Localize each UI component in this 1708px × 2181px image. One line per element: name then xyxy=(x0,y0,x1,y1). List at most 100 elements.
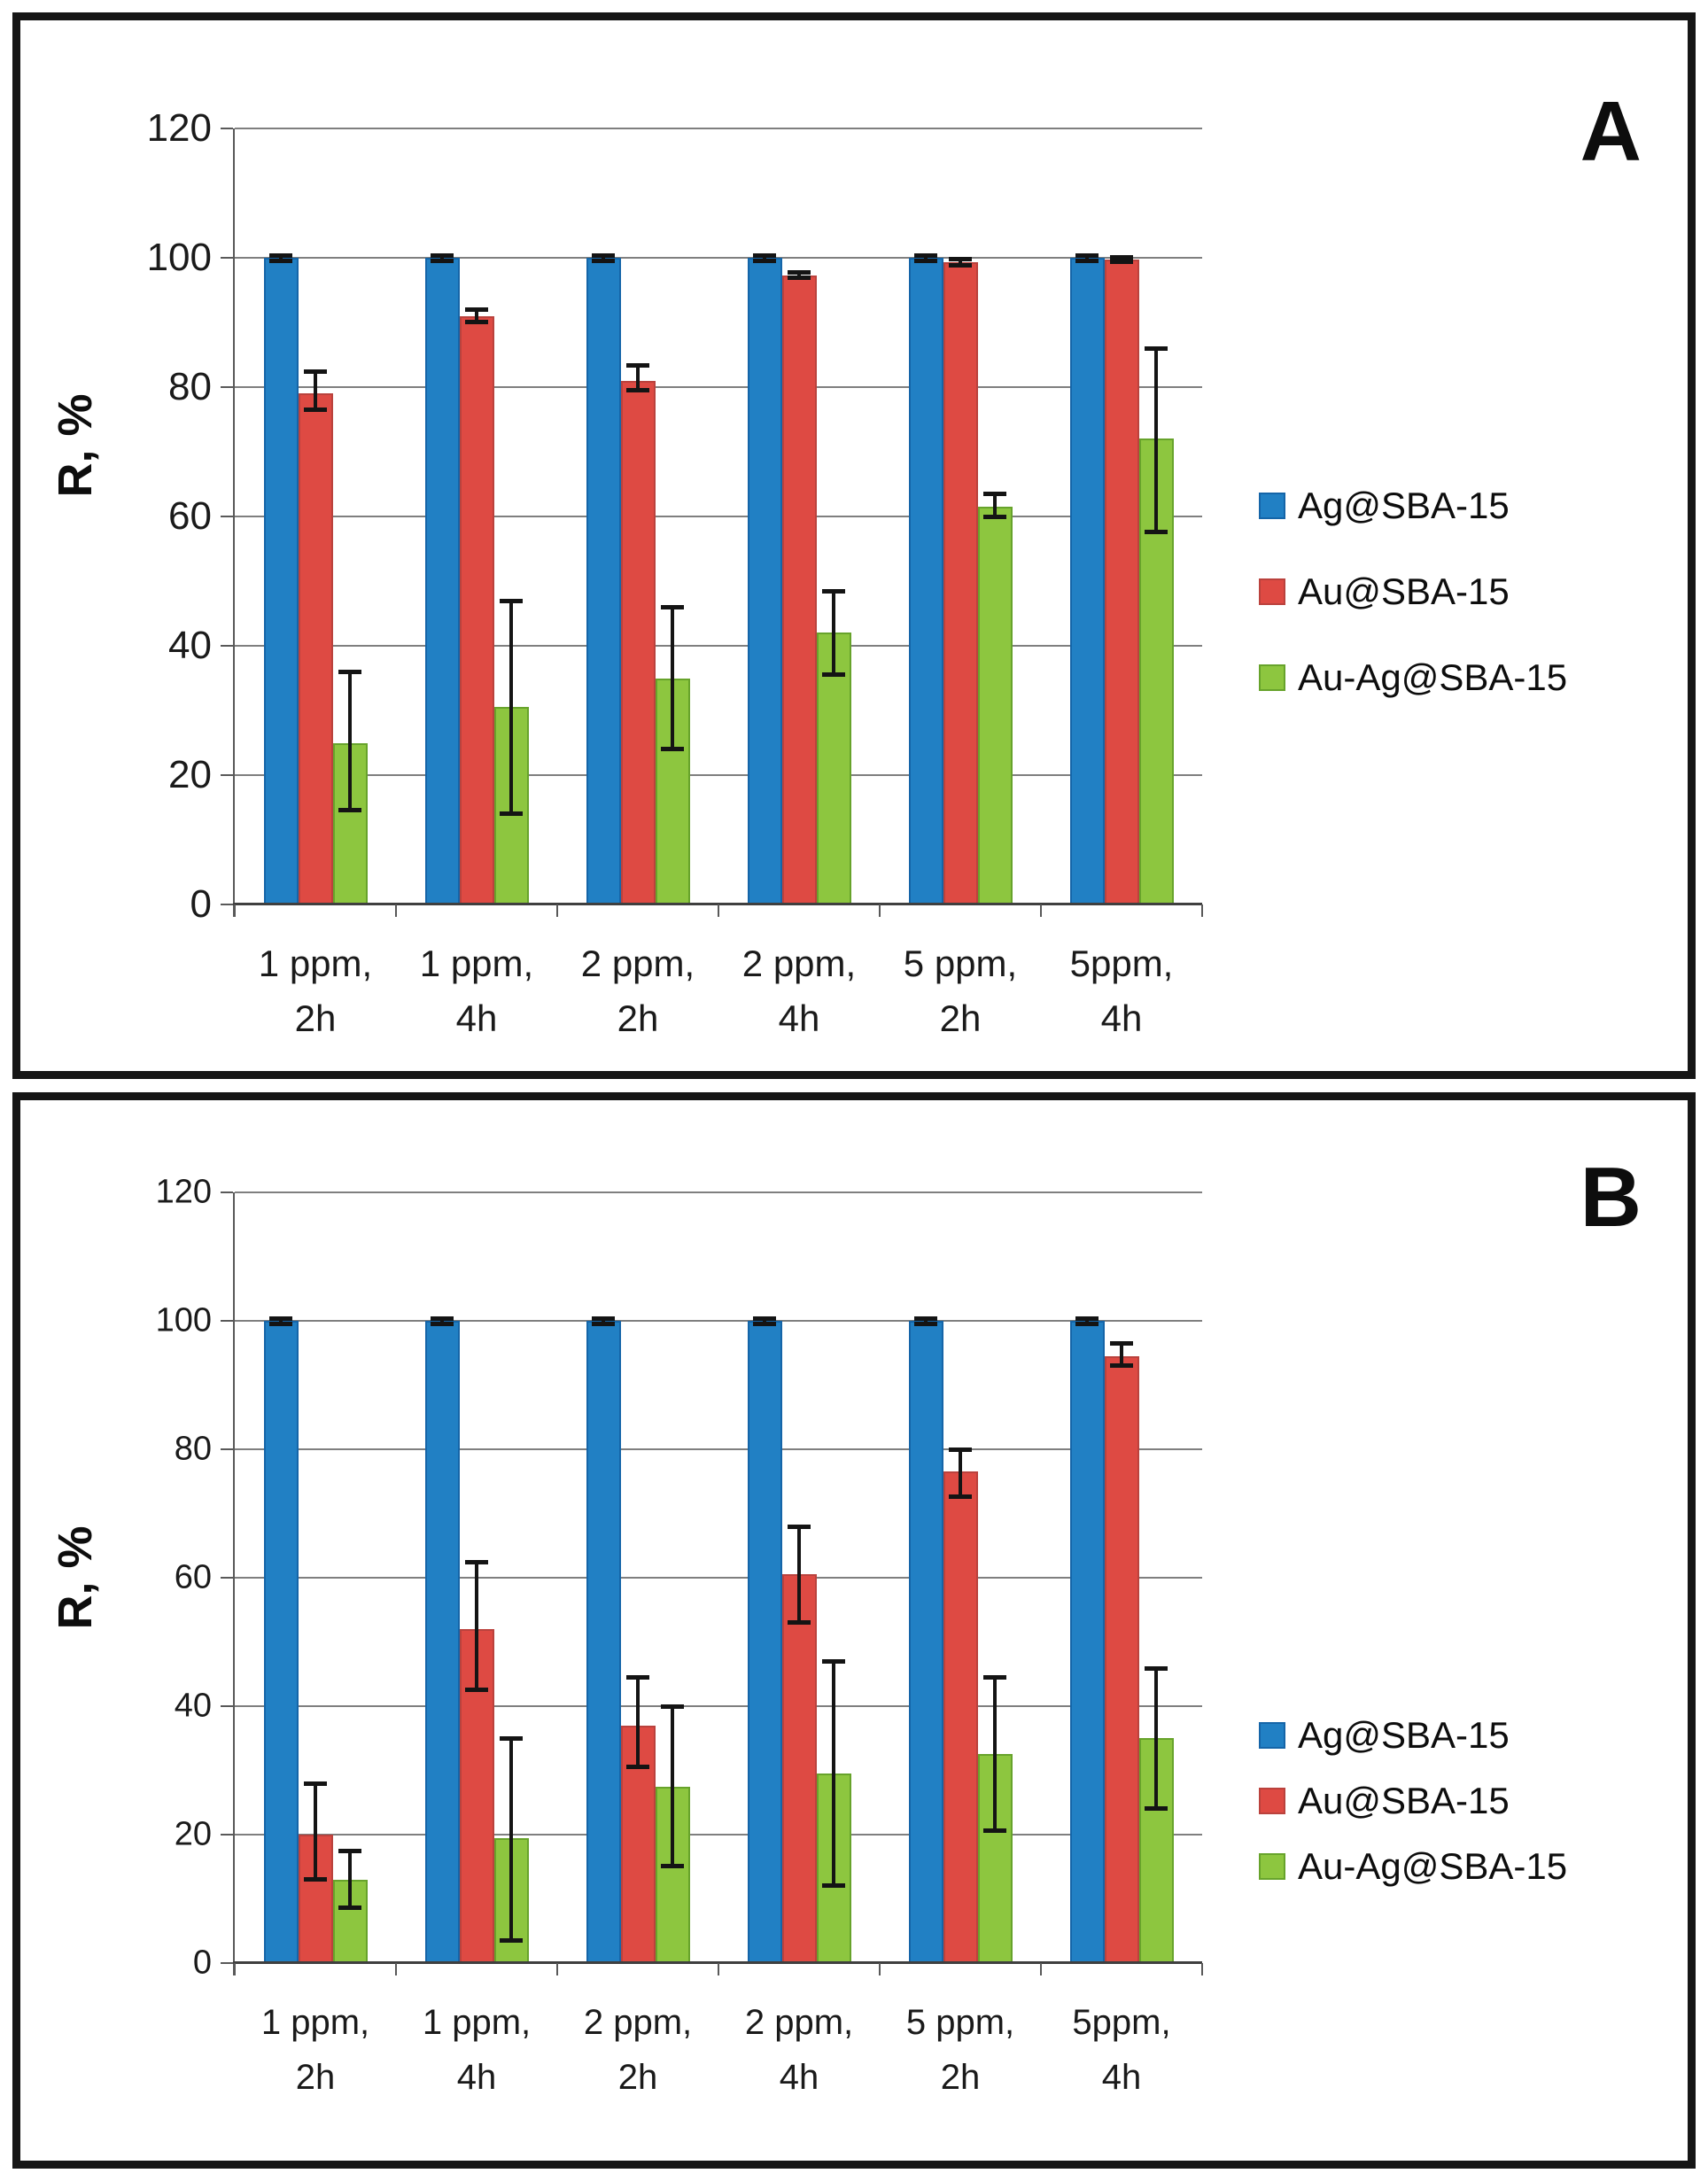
legend-swatch xyxy=(1259,1853,1285,1880)
bar-Au@SBA-15-5 ppm, 2h xyxy=(943,262,978,904)
error-bar xyxy=(1120,1343,1123,1366)
legend-item-Au-Ag@SBA-15: Au-Ag@SBA-15 xyxy=(1259,634,1567,720)
x-category-line1: 1 ppm, xyxy=(258,943,373,984)
error-bar-cap-bottom xyxy=(1145,1806,1168,1811)
error-bar-cap-bottom xyxy=(983,1828,1006,1834)
y-axis-line xyxy=(233,128,235,917)
x-category-label: 1 ppm, 2h xyxy=(235,936,396,1046)
error-bar-cap-bottom xyxy=(465,320,488,324)
panel-a-letter: A xyxy=(1580,84,1642,179)
error-bar-cap-top xyxy=(431,1316,454,1322)
y-tick-label: 0 xyxy=(190,882,212,926)
legend-swatch xyxy=(1259,664,1285,691)
error-bar-cap-bottom xyxy=(269,1321,292,1326)
y-tick-label: 20 xyxy=(168,753,212,796)
error-bar-cap-top xyxy=(822,588,845,594)
error-bar-cap-bottom xyxy=(983,515,1006,520)
error-bar-cap-top xyxy=(788,270,811,276)
error-bar-cap-top xyxy=(465,1559,488,1564)
y-tick-label: 100 xyxy=(155,1301,212,1339)
panel-b-letter: B xyxy=(1580,1150,1642,1245)
error-bar xyxy=(475,1561,478,1690)
error-bar-cap-top xyxy=(304,1781,327,1786)
legend-item-Au-Ag@SBA-15: Au-Ag@SBA-15 xyxy=(1259,1834,1567,1899)
legend-item-Ag@SBA-15: Ag@SBA-15 xyxy=(1259,1703,1567,1768)
error-bar xyxy=(509,600,513,814)
y-tick-label: 80 xyxy=(174,1430,212,1468)
error-bar xyxy=(314,370,317,410)
error-bar xyxy=(602,1318,605,1324)
x-tick xyxy=(879,1963,881,1975)
error-bar xyxy=(279,1318,283,1324)
error-bar-cap-bottom xyxy=(788,276,811,281)
x-category-line1: 2 ppm, xyxy=(580,943,695,984)
y-tick xyxy=(221,774,233,776)
error-bar xyxy=(1085,255,1089,261)
gridline-80 xyxy=(235,386,1202,388)
error-bar xyxy=(832,590,835,675)
bar-Au@SBA-15-5ppm, 4h xyxy=(1104,260,1139,904)
error-bar xyxy=(797,1526,801,1623)
x-category-line2: 2h xyxy=(295,2058,336,2097)
error-bar-cap-bottom xyxy=(626,388,649,393)
y-tick-label: 40 xyxy=(168,624,212,667)
x-category-line2: 4h xyxy=(456,2058,497,2097)
legend-item-Ag@SBA-15: Ag@SBA-15 xyxy=(1259,462,1567,548)
error-bar-cap-bottom xyxy=(949,263,972,268)
x-category-label: 5 ppm, 2h xyxy=(880,1995,1041,2105)
gridline-40 xyxy=(235,645,1202,647)
error-bar-cap-bottom xyxy=(914,1321,937,1326)
error-bar-cap-bottom xyxy=(500,1937,523,1943)
bar-Au@SBA-15-1 ppm, 2h xyxy=(298,393,333,904)
x-axis-labels: 1 ppm, 2h 1 ppm, 4h 2 ppm, 2h 2 ppm, 4h 5 ppm, 2h… xyxy=(235,936,1202,1046)
error-bar-cap-bottom xyxy=(465,1687,488,1692)
error-bar-cap-top xyxy=(914,253,937,259)
error-bar xyxy=(1154,348,1158,533)
gridline-20 xyxy=(235,774,1202,776)
x-category-line2: 4h xyxy=(1101,2058,1142,2097)
x-category-label: 2 ppm, 4h xyxy=(718,936,880,1046)
x-category-line2: 2h xyxy=(940,2058,981,2097)
error-bar-cap-top xyxy=(592,253,615,259)
error-bar-cap-bottom xyxy=(661,1864,684,1869)
gridline-120 xyxy=(235,1191,1202,1193)
error-bar-cap-bottom xyxy=(431,1321,454,1326)
error-bar xyxy=(993,493,997,518)
error-bar-cap-bottom xyxy=(822,1883,845,1888)
y-tick xyxy=(221,1577,233,1579)
error-bar-cap-top xyxy=(661,1704,684,1709)
y-tick-label: 60 xyxy=(174,1558,212,1596)
x-category-line1: 1 ppm, xyxy=(419,943,534,984)
x-category-line2: 4h xyxy=(455,997,498,1039)
x-category-line2: 4h xyxy=(778,997,820,1039)
error-bar xyxy=(636,365,640,392)
error-bar xyxy=(959,258,962,267)
plot-area: 0 20 40 60 80 100 120 xyxy=(147,106,1203,926)
y-tick xyxy=(221,386,233,388)
error-bar-cap-top xyxy=(1145,346,1168,352)
y-tick xyxy=(221,516,233,517)
bar-Au@SBA-15-1 ppm, 4h xyxy=(459,315,494,904)
y-tick-label: 40 xyxy=(174,1687,212,1725)
y-tick-label: 60 xyxy=(168,494,212,538)
error-bar-cap-bottom xyxy=(949,1494,972,1500)
legend-item-Au@SBA-15: Au@SBA-15 xyxy=(1259,1768,1567,1834)
legend-swatch xyxy=(1259,578,1285,605)
y-tick-label: 20 xyxy=(174,1815,212,1853)
legend-item-Au@SBA-15: Au@SBA-15 xyxy=(1259,548,1567,634)
error-bar xyxy=(959,1449,962,1498)
y-tick-label: 80 xyxy=(168,365,212,408)
x-category-label: 2 ppm, 4h xyxy=(718,1995,880,2105)
x-category-line1: 2 ppm, xyxy=(744,2003,854,2042)
x-category-line2: 2h xyxy=(939,997,982,1039)
y-tick xyxy=(221,1834,233,1836)
error-bar-cap-bottom xyxy=(788,1619,811,1625)
gridline-40 xyxy=(235,1705,1202,1707)
error-bar-cap-top xyxy=(431,253,454,259)
x-tick xyxy=(556,904,558,917)
x-category-label: 1 ppm, 2h xyxy=(235,1995,396,2105)
bar-Au@SBA-15-2 ppm, 4h xyxy=(781,1574,817,1963)
y-tick-label: 120 xyxy=(146,106,212,150)
legend-label: Au-Ag@SBA-15 xyxy=(1298,1845,1568,1887)
